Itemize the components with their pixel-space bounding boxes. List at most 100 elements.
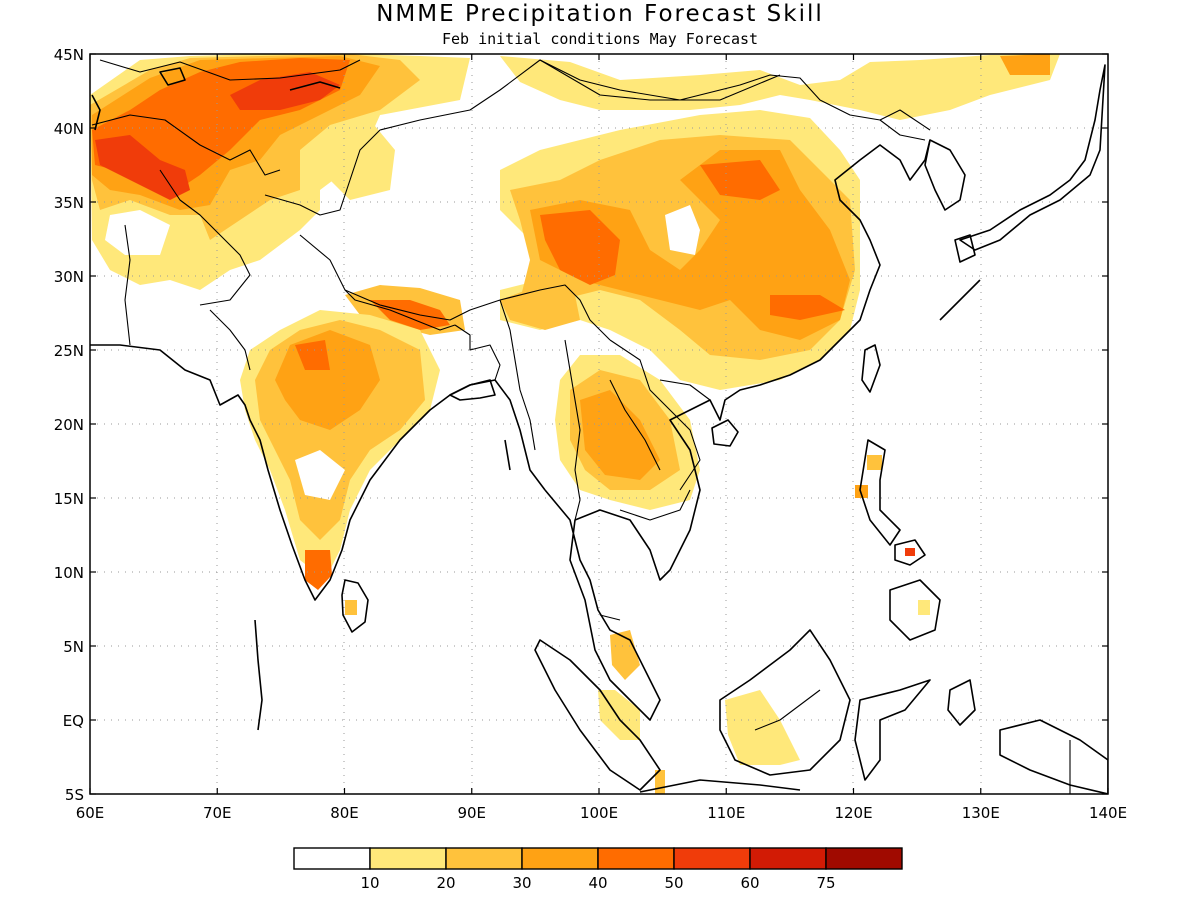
colorbar-swatch xyxy=(673,847,751,870)
y-tick-label: 5N xyxy=(63,638,84,656)
colorbar-swatch xyxy=(369,847,447,870)
shade-india-south-tip xyxy=(305,550,332,590)
coast-sulawesi xyxy=(854,679,931,781)
y-tick-label: 10N xyxy=(54,564,84,582)
coast-korea xyxy=(924,139,966,211)
shade-china-high xyxy=(530,150,850,340)
coast-mindanao xyxy=(889,579,941,641)
border-mongolia xyxy=(539,59,781,101)
shade-india-hole xyxy=(295,450,345,500)
coast-sri-lanka xyxy=(341,579,369,633)
border-iran-pak xyxy=(124,224,131,346)
border-myanmar-thai xyxy=(564,339,581,521)
shade-myanmar-north xyxy=(500,285,580,330)
coast-visayas xyxy=(894,539,926,566)
coast-borneo xyxy=(719,629,851,776)
coast-seasia xyxy=(544,139,931,721)
colorbar-label: 50 xyxy=(664,874,683,892)
colorbar-label: 75 xyxy=(816,874,835,892)
gridlines xyxy=(90,54,1108,794)
colorbar-label: 60 xyxy=(740,874,759,892)
colorbar-swatch xyxy=(825,847,903,870)
shade-china-core-south xyxy=(770,295,845,320)
border-afg-pak xyxy=(159,169,251,306)
shade-seasia-high xyxy=(580,390,660,480)
border-india-myanmar xyxy=(499,299,536,451)
x-tick-label: 60E xyxy=(76,804,105,822)
border-china-west xyxy=(264,59,931,216)
coast-bengal-delta xyxy=(449,379,496,401)
shade-ph-4 xyxy=(905,548,915,556)
y-tick-label: 40N xyxy=(54,120,84,138)
y-tick-label: 45N xyxy=(54,46,84,64)
colorbar-label: 40 xyxy=(588,874,607,892)
coast-new-guinea xyxy=(999,719,1108,794)
colorbar-swatch xyxy=(293,847,371,870)
coastlines xyxy=(90,64,1108,794)
coast-luzon xyxy=(859,439,901,546)
shade-india-core xyxy=(295,340,330,370)
x-tick-label: 70E xyxy=(203,804,232,822)
coast-kyushu xyxy=(954,234,976,263)
country-borders xyxy=(91,59,1071,794)
shade-ph-2 xyxy=(855,485,868,498)
coast-java xyxy=(639,779,801,793)
x-tick-label: 130E xyxy=(962,804,1000,822)
coast-maluku xyxy=(947,679,976,726)
x-tick-label: 110E xyxy=(707,804,745,822)
y-tick-label: 20N xyxy=(54,416,84,434)
border-pak-india xyxy=(209,309,251,371)
border-laos-thai xyxy=(609,379,661,471)
border-cambodia xyxy=(619,489,691,521)
border-borneo xyxy=(754,689,821,731)
y-tick-label: 25N xyxy=(54,342,84,360)
coast-andaman xyxy=(504,439,511,471)
colorbar-swatch xyxy=(521,847,599,870)
coast-maldives xyxy=(254,619,263,731)
shade-china-hole xyxy=(665,205,700,255)
colorbar-label: 10 xyxy=(360,874,379,892)
shade-north-china xyxy=(500,54,1060,120)
coast-hainan xyxy=(711,419,739,447)
coast-sumatra xyxy=(534,639,661,791)
x-tick-label: 90E xyxy=(457,804,486,822)
shade-china-core-east xyxy=(700,160,780,200)
shade-malay xyxy=(610,630,640,680)
shade-northeast-peak xyxy=(1000,54,1050,75)
y-tick-label: 35N xyxy=(54,194,84,212)
x-tick-label: 100E xyxy=(580,804,618,822)
y-tick-label: 30N xyxy=(54,268,84,286)
border-china-vietnam xyxy=(659,379,711,401)
map-title: NMME Precipitation Forecast Skill xyxy=(376,1,824,27)
border-malaysia-thai xyxy=(599,614,621,621)
colorbar-swatch xyxy=(749,847,827,870)
x-axis: 60E 70E 80E 90E 100E 110E 120E 130E 140E xyxy=(76,54,1127,822)
colorbar-swatch xyxy=(597,847,675,870)
shade-central-asia-peak xyxy=(95,135,190,200)
border-iran-afg xyxy=(91,114,281,176)
y-tick-label: 15N xyxy=(54,490,84,508)
x-tick-label: 140E xyxy=(1089,804,1127,822)
border-central-asia xyxy=(99,59,361,81)
x-tick-label: 80E xyxy=(330,804,359,822)
border-bhutan-bd xyxy=(454,324,501,381)
coast-aral xyxy=(159,67,186,86)
shade-ph-3 xyxy=(918,600,930,615)
coast-balkhash xyxy=(289,81,341,91)
y-tick-label: EQ xyxy=(63,712,84,730)
border-laos-vietnam xyxy=(609,339,701,491)
shade-kazakh-peak xyxy=(230,72,340,110)
colorbar-swatch xyxy=(445,847,523,870)
colorbar: 10 20 30 40 50 60 75 xyxy=(293,847,903,892)
skill-shading-layer xyxy=(90,54,1060,794)
map-plot-area xyxy=(90,54,1108,794)
y-tick-label: 5S xyxy=(65,786,84,804)
x-tick-label: 120E xyxy=(834,804,872,822)
colorbar-label: 30 xyxy=(512,874,531,892)
shade-sri-lanka xyxy=(345,600,357,615)
shade-tarim xyxy=(330,120,395,200)
coast-japan xyxy=(959,64,1106,251)
border-nepal xyxy=(344,289,456,331)
shade-gap-white xyxy=(105,210,170,255)
